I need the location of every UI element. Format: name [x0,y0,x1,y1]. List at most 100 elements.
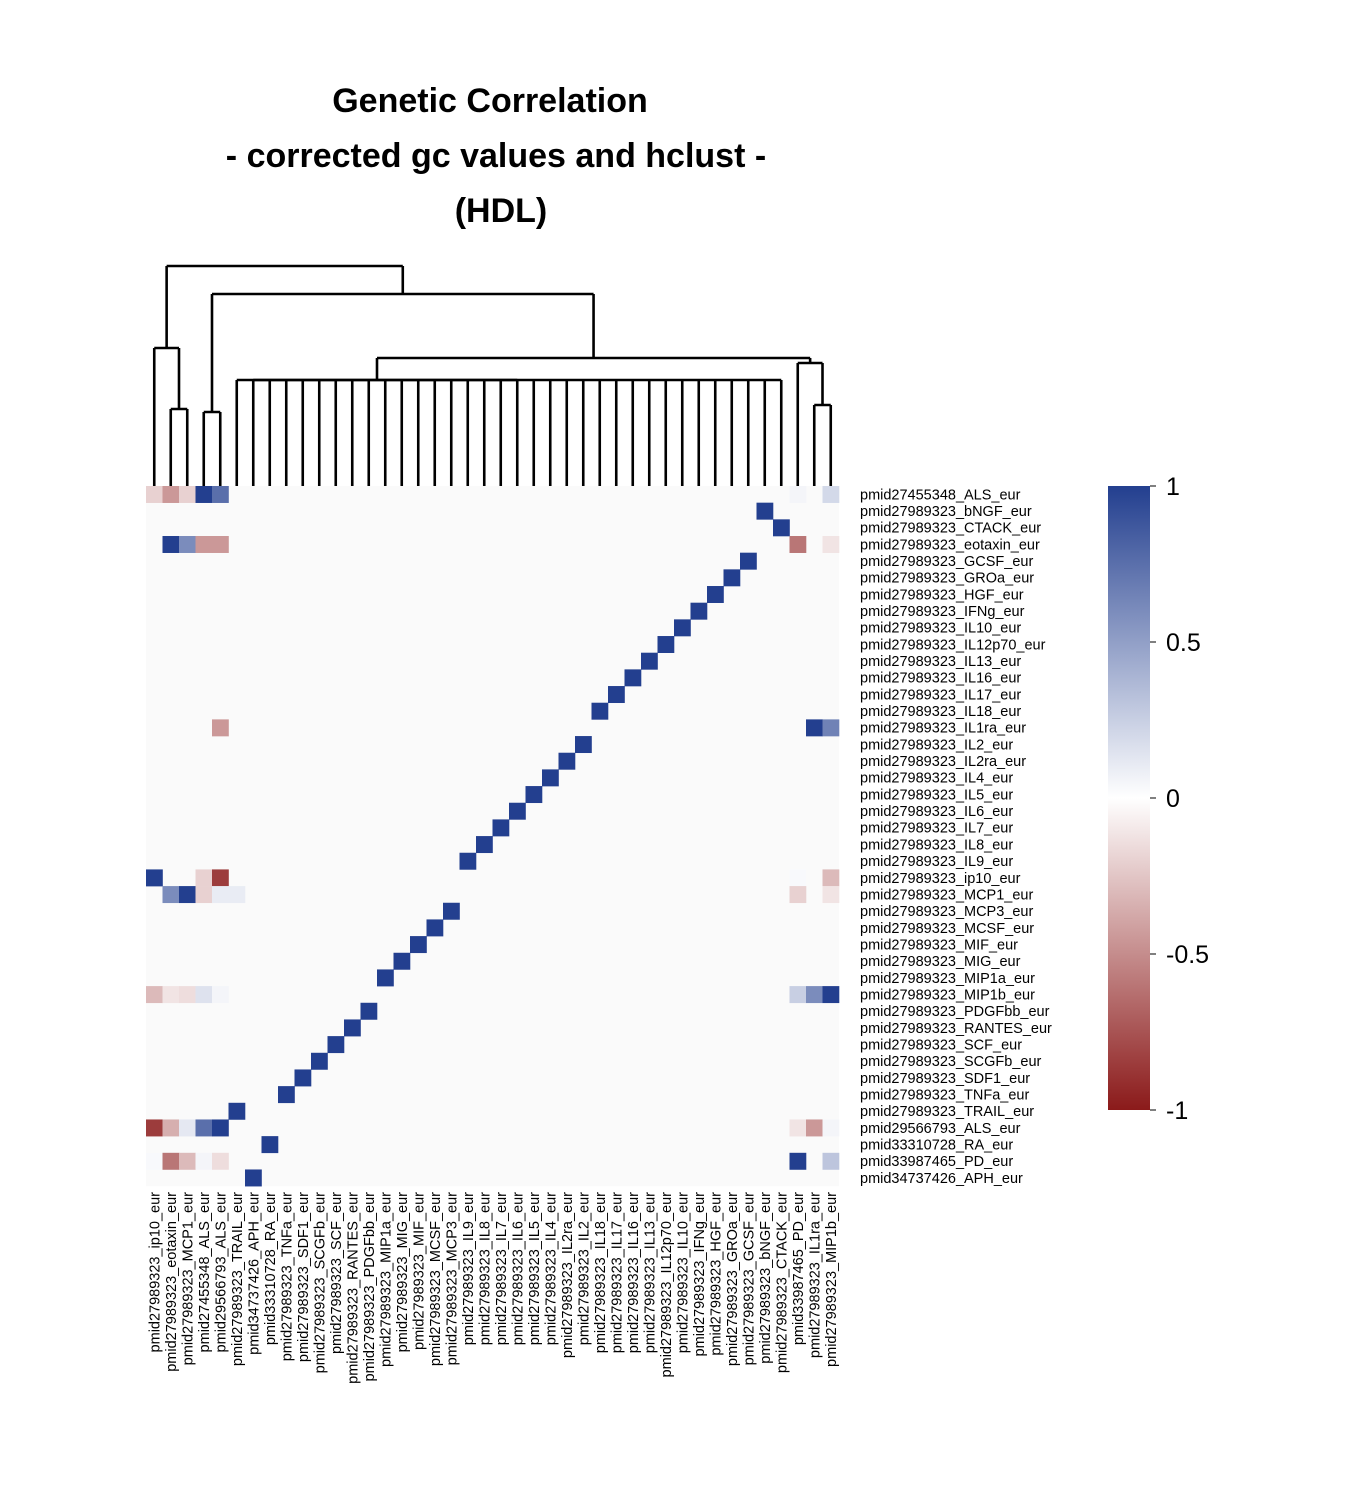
column-label: pmid27989323_MIF_eur [411,1192,427,1350]
heatmap-cell [344,1019,361,1037]
row-label: pmid29566793_ALS_eur [860,1121,1021,1137]
row-label: pmid27989323_MIP1a_eur [860,971,1035,987]
heatmap-cell [740,552,757,570]
row-label: pmid27455348_ALS_eur [860,487,1021,503]
row-label: pmid27989323_RANTES_eur [860,1021,1052,1037]
heatmap-cell [789,1119,807,1137]
column-label: pmid27989323_IL2ra_eur [560,1192,576,1358]
row-label: pmid27989323_IL10_eur [860,621,1021,637]
row-label: pmid33310728_RA_eur [860,1137,1013,1153]
heatmap-cell [245,1169,262,1187]
heatmap-cell [657,636,675,653]
heatmap-cell [179,1152,196,1170]
heatmap-cell [212,986,229,1004]
heatmap-cell [822,719,840,737]
heatmap-cell [162,536,180,553]
heatmap-cell [822,1119,840,1137]
heatmap-cell [410,936,427,954]
heatmap-cell [377,969,394,987]
column-label: pmid29566793_ALS_eur [213,1192,229,1353]
legend-tick-label: 0 [1166,785,1180,813]
column-label: pmid27989323_bNGF_eur [758,1192,774,1364]
column-label: pmid27989323_IL13_eur [642,1192,658,1353]
color-legend: 1 0.5 0 -0.5 -1 [1108,473,1209,1125]
row-label: pmid27989323_PDGFbb_eur [860,1004,1050,1020]
heatmap-cell [542,769,559,787]
row-label: pmid27989323_GROa_eur [860,571,1034,587]
column-label: pmid27989323_MCP3_eur [444,1192,460,1365]
heatmap-cell [723,569,741,587]
row-label: pmid27989323_SCF_eur [860,1037,1022,1053]
heatmap-cell [509,802,526,820]
row-label: pmid27989323_TRAIL_eur [860,1104,1034,1120]
heatmap-cell [146,869,163,887]
heatmap-cell [443,902,460,920]
heatmap-cell [162,486,180,503]
column-dendrogram [152,264,833,486]
heatmap-cell [195,1152,213,1170]
heatmap-cell [162,986,180,1004]
title-line-1: Genetic Correlation [332,82,648,120]
heatmap-cell [707,586,724,603]
heatmap-cell [789,986,807,1004]
row-label: pmid27989323_ip10_eur [860,871,1021,887]
column-label: pmid27989323_MCP1_eur [180,1192,196,1365]
heatmap-cell [146,986,163,1004]
column-label: pmid27989323_IL5_eur [527,1192,543,1345]
row-label: pmid27989323_IL4_eur [860,771,1013,787]
column-label: pmid27989323_IL2_eur [576,1192,592,1345]
heatmap-cell [212,886,229,904]
legend-tick-label: -1 [1166,1097,1188,1125]
column-label: pmid27989323_IL7_eur [494,1192,510,1345]
chart-title: Genetic Correlation - corrected gc value… [226,82,766,230]
heatmap-cell [195,869,213,887]
heatmap-cell [195,1119,213,1137]
row-labels: pmid27455348_ALS_eurpmid27989323_bNGF_eu… [860,487,1052,1186]
column-label: pmid27989323_SCGFb_eur [312,1192,328,1374]
heatmap-cell [162,1119,180,1137]
row-label: pmid27989323_MCP1_eur [860,887,1033,903]
column-label: pmid27989323_GCSF_eur [741,1192,757,1365]
column-label: pmid33987465_PD_eur [791,1192,807,1345]
heatmap-cell [690,602,708,620]
heatmap-cell [228,1102,246,1120]
color-legend-bar [1108,486,1150,1110]
row-label: pmid27989323_MCP3_eur [860,904,1033,920]
heatmap-cell [212,719,229,737]
heatmap-cell [212,1152,229,1170]
heatmap-cell [195,536,213,553]
heatmap-cell [311,1052,328,1070]
legend-tick-label: 1 [1166,473,1180,501]
heatmap-cell [459,852,477,870]
heatmap-cell [146,486,163,503]
row-label: pmid27989323_GCSF_eur [860,554,1033,570]
column-label: pmid27989323_IL9_eur [461,1192,477,1345]
row-label: pmid27989323_CTACK_eur [860,521,1041,537]
column-label: pmid27989323_MIP1a_eur [378,1192,394,1367]
heatmap-cell [591,702,609,720]
heatmap-cell [212,1119,229,1137]
row-label: pmid27989323_IL18_eur [860,704,1021,720]
column-label: pmid27989323_IL4_eur [543,1192,559,1345]
row-label: pmid27989323_IL2_eur [860,737,1013,753]
heatmap-cell [195,986,213,1004]
heatmap-cell [674,619,691,637]
column-label: pmid27989323_MIP1b_eur [824,1192,840,1367]
heatmap-cell [162,1152,180,1170]
legend-tick-label: -0.5 [1166,941,1209,969]
row-label: pmid27989323_IL17_eur [860,687,1021,703]
heatmap-cell [426,919,444,937]
heatmap-cell [822,486,840,503]
heatmap-cell [624,669,642,687]
title-line-3: (HDL) [455,192,548,230]
column-label: pmid27989323_IL6_eur [510,1192,526,1345]
column-label: pmid27989323_HGF_eur [708,1192,724,1356]
row-label: pmid27989323_MIP1b_eur [860,987,1035,1003]
row-label: pmid27989323_IL13_eur [860,654,1021,670]
column-label: pmid27989323_MCSF_eur [428,1192,444,1366]
column-label: pmid27989323_IL1ra_eur [807,1192,823,1358]
row-label: pmid27989323_IL5_eur [860,787,1013,803]
heatmap-cell [146,1152,163,1170]
column-label: pmid27455348_ALS_eur [197,1192,213,1353]
